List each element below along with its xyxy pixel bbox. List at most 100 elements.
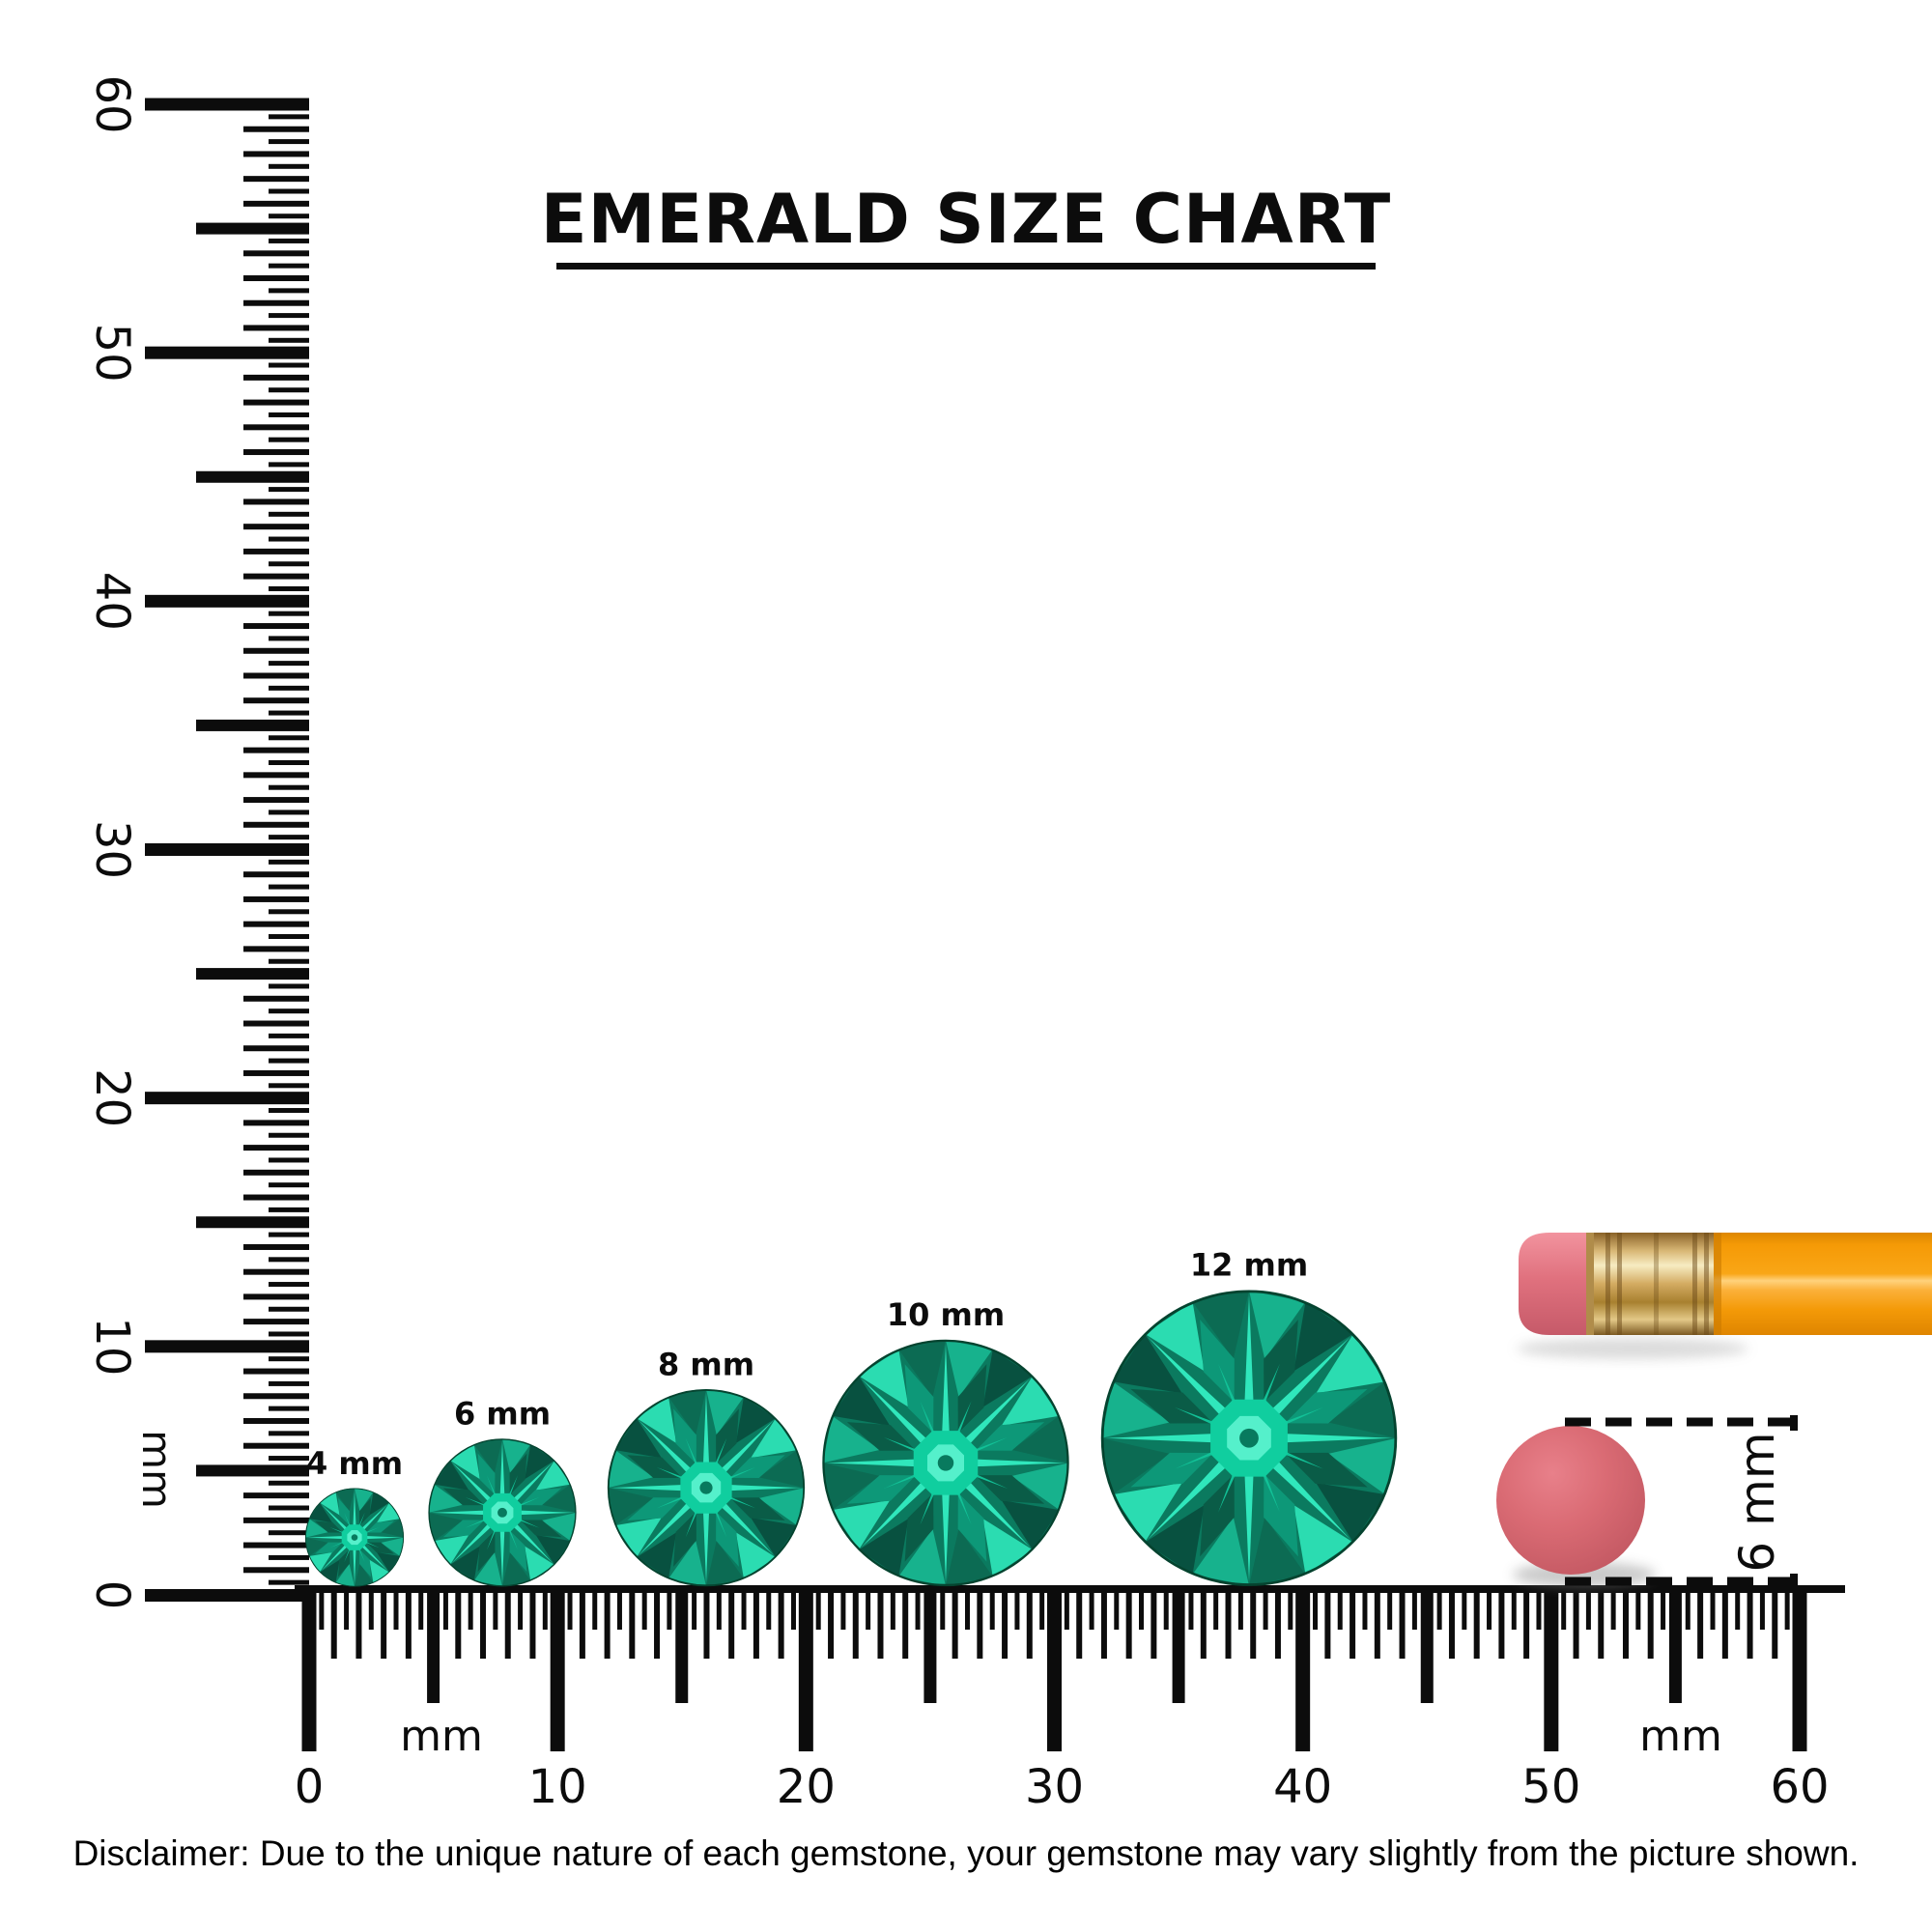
v-tick-halfmm xyxy=(269,835,309,840)
title-underline xyxy=(556,263,1376,270)
h-tick-halfmm xyxy=(319,1585,325,1630)
h-ruler-unit-label-right: mm xyxy=(1639,1712,1722,1761)
h-tick-1mm xyxy=(330,1585,337,1659)
v-tick-5mm xyxy=(196,222,309,235)
v-tick-halfmm xyxy=(269,1406,309,1411)
v-tick-1mm xyxy=(243,524,309,530)
h-tick-major xyxy=(1295,1585,1311,1751)
v-tick-halfmm xyxy=(269,1530,309,1536)
h-tick-1mm xyxy=(1225,1585,1232,1659)
h-tick-halfmm xyxy=(1462,1585,1467,1630)
v-tick-halfmm xyxy=(269,983,309,989)
h-tick-halfmm xyxy=(1237,1585,1243,1630)
h-tick-halfmm xyxy=(468,1585,473,1630)
h-tick-1mm xyxy=(455,1585,462,1659)
h-tick-major xyxy=(550,1585,565,1751)
h-tick-halfmm xyxy=(1610,1585,1616,1630)
h-tick-1mm xyxy=(1598,1585,1605,1659)
v-tick-halfmm xyxy=(269,1132,309,1138)
h-tick-halfmm xyxy=(1139,1585,1145,1630)
h-tick-halfmm xyxy=(866,1585,871,1630)
h-tick-halfmm xyxy=(692,1585,697,1630)
v-tick-halfmm xyxy=(269,1505,309,1511)
v-tick-5mm xyxy=(196,719,309,731)
h-tick-halfmm xyxy=(1411,1585,1417,1630)
v-tick-zero xyxy=(145,1589,309,1602)
v-tick-1mm xyxy=(243,1145,309,1151)
h-tick-halfmm xyxy=(518,1585,524,1630)
h-tick-halfmm xyxy=(1635,1585,1641,1630)
h-tick-1mm xyxy=(1274,1585,1281,1659)
v-tick-1mm xyxy=(243,250,309,257)
h-tick-1mm xyxy=(1076,1585,1083,1659)
pencil-shadow xyxy=(1517,1338,1748,1359)
v-tick-5mm xyxy=(196,1464,309,1477)
v-tick-halfmm xyxy=(269,909,309,915)
v-tick-halfmm xyxy=(269,735,309,741)
h-tick-halfmm xyxy=(1039,1585,1045,1630)
h-tick-1mm xyxy=(654,1585,661,1659)
h-tick-5mm xyxy=(1420,1585,1434,1703)
ferrule-groove xyxy=(1605,1233,1610,1335)
h-tick-halfmm xyxy=(368,1585,374,1630)
h-tick-halfmm xyxy=(1784,1585,1790,1630)
gem-size-label: 6 mm xyxy=(454,1396,551,1433)
v-tick-halfmm xyxy=(269,1579,309,1585)
v-tick-halfmm xyxy=(269,437,309,442)
h-tick-halfmm xyxy=(1064,1585,1069,1630)
h-tick-halfmm xyxy=(1014,1585,1020,1630)
v-tick-halfmm xyxy=(269,139,309,145)
gem-size-label: 10 mm xyxy=(887,1296,1005,1333)
h-tick-halfmm xyxy=(1263,1585,1268,1630)
h-tick-1mm xyxy=(1026,1585,1033,1659)
pencil-eraser-tip xyxy=(1519,1233,1590,1335)
v-tick-halfmm xyxy=(269,288,309,294)
h-tick-1mm xyxy=(381,1585,387,1659)
h-tick-1mm xyxy=(1473,1585,1480,1659)
v-tick-halfmm xyxy=(269,661,309,667)
v-tick-1mm xyxy=(243,672,309,679)
v-tick-halfmm xyxy=(269,759,309,765)
pencil-body xyxy=(1714,1233,1932,1335)
h-tick-halfmm xyxy=(1436,1585,1442,1630)
h-tick-1mm xyxy=(1250,1585,1257,1659)
h-tick-halfmm xyxy=(1585,1585,1591,1630)
v-ruler-number: 50 xyxy=(85,324,139,383)
h-tick-1mm xyxy=(1498,1585,1505,1659)
h-tick-halfmm xyxy=(1188,1585,1194,1630)
h-tick-major xyxy=(1544,1585,1559,1751)
v-tick-halfmm xyxy=(269,958,309,964)
gem-10mm xyxy=(821,1338,1070,1587)
h-ruler-unit-label-left: mm xyxy=(400,1712,483,1761)
v-tick-halfmm xyxy=(269,1157,309,1163)
h-tick-1mm xyxy=(529,1585,536,1659)
h-tick-1mm xyxy=(405,1585,412,1659)
h-ruler-number: 0 xyxy=(295,1760,325,1814)
v-tick-halfmm xyxy=(269,114,309,120)
h-tick-1mm xyxy=(1573,1585,1579,1659)
v-tick-halfmm xyxy=(269,710,309,716)
v-tick-1mm xyxy=(243,821,309,828)
h-ruler-number: 10 xyxy=(528,1760,587,1814)
h-tick-5mm xyxy=(923,1585,937,1703)
v-tick-halfmm xyxy=(269,1033,309,1038)
v-tick-major xyxy=(145,594,309,608)
h-tick-1mm xyxy=(728,1585,735,1659)
gem-4mm xyxy=(304,1488,405,1587)
gem-8mm xyxy=(607,1388,806,1587)
v-tick-halfmm xyxy=(269,1306,309,1312)
h-tick-major xyxy=(1047,1585,1062,1751)
h-tick-5mm xyxy=(675,1585,689,1703)
v-tick-1mm xyxy=(243,1194,309,1201)
h-tick-halfmm xyxy=(1735,1585,1741,1630)
v-tick-1mm xyxy=(243,1169,309,1176)
v-tick-1mm xyxy=(243,374,309,381)
v-tick-1mm xyxy=(243,151,309,157)
v-tick-halfmm xyxy=(269,934,309,940)
v-tick-1mm xyxy=(243,399,309,406)
v-tick-halfmm xyxy=(269,1257,309,1263)
v-tick-major xyxy=(145,1340,309,1353)
v-tick-halfmm xyxy=(269,1480,309,1486)
h-tick-1mm xyxy=(1697,1585,1704,1659)
